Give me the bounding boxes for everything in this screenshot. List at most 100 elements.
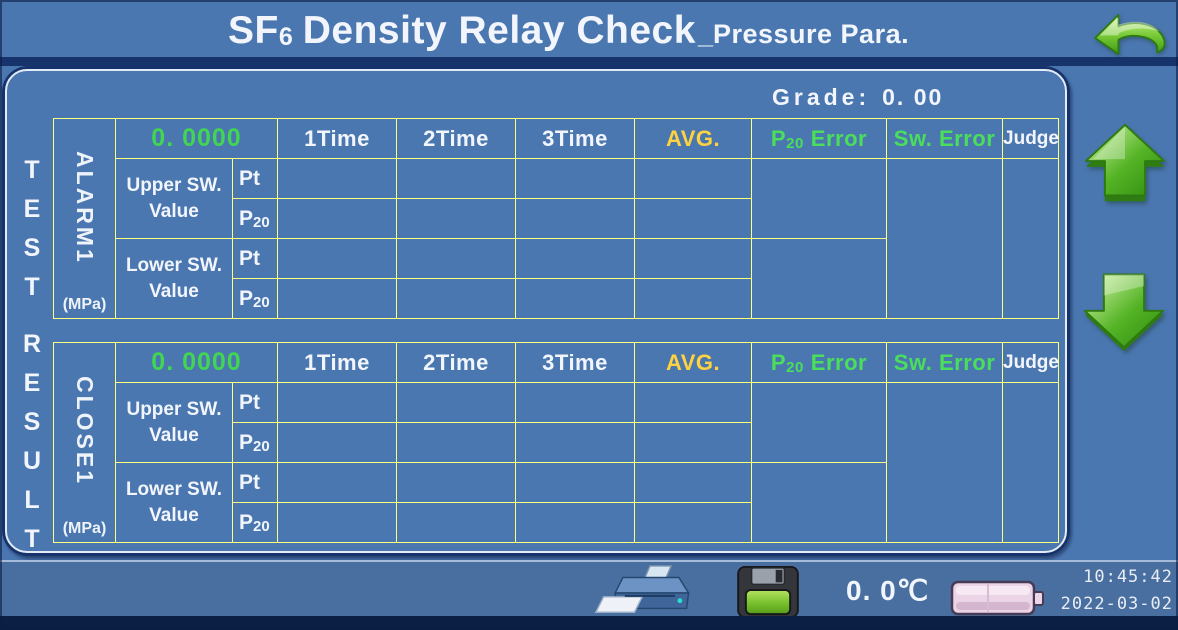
channel-name: ALARM1 xyxy=(72,150,98,265)
date-text: 2022-03-02 xyxy=(1060,594,1173,614)
result-cell xyxy=(515,278,636,319)
printer-icon[interactable] xyxy=(592,564,704,620)
temperature-readout: 0. 0℃ xyxy=(846,575,930,606)
result-cell xyxy=(515,502,636,543)
table-row: ALARM1 (MPa) 0. 0000 1Time 2Time 3Time A… xyxy=(53,118,1060,319)
save-icon[interactable] xyxy=(736,566,800,618)
p20-base: P xyxy=(770,349,787,375)
channel-cell-inner: CLOSE1 (MPa) xyxy=(54,344,115,542)
channel-cell: ALARM1 (MPa) xyxy=(53,118,116,319)
col-header-2time: 2Time xyxy=(396,342,517,383)
p20-base: P xyxy=(239,430,254,454)
result-cell-sw-error xyxy=(886,158,1004,319)
result-cell xyxy=(396,158,517,199)
row-label-p20: P20 xyxy=(231,198,279,239)
p20-sub: 20 xyxy=(253,517,270,535)
p20-base: P xyxy=(239,510,254,534)
grade-value: 0. 00 xyxy=(882,84,944,110)
col-header-judge: Judge xyxy=(1002,342,1060,383)
table-row: Lower SW. Value Pt xyxy=(54,462,1059,543)
channel-unit: (MPa) xyxy=(62,295,107,313)
side-label-result: RESULT xyxy=(18,330,46,564)
title-separator: _ xyxy=(697,19,713,49)
battery-icon xyxy=(950,580,1044,616)
row-label-pt: Pt xyxy=(231,238,279,279)
result-cell-sw-error xyxy=(886,382,1004,543)
channel-cell: CLOSE1 (MPa) xyxy=(53,342,116,543)
result-cell xyxy=(396,502,517,543)
result-cell xyxy=(396,278,517,319)
p20-error-word: Error xyxy=(810,125,868,151)
row-label-pt: Pt xyxy=(231,158,279,199)
down-arrow-icon[interactable] xyxy=(1080,262,1168,352)
result-cell xyxy=(396,462,517,503)
title-page-name: Pressure Para. xyxy=(712,19,910,49)
result-cell xyxy=(277,158,398,199)
col-header-avg: AVG. xyxy=(634,118,753,159)
table-row: P20 xyxy=(54,422,1059,463)
result-cell-p20-error xyxy=(751,158,888,239)
channel-unit: (MPa) xyxy=(62,519,107,537)
result-cell-judge xyxy=(1002,158,1060,319)
row-label-upper-sw: Upper SW. Value xyxy=(115,382,233,463)
result-cell xyxy=(634,198,753,239)
row-label-lower-sw: Lower SW. Value xyxy=(115,238,233,319)
result-cell xyxy=(277,422,398,463)
row-label-pt: Pt xyxy=(231,382,279,423)
row-label-pt: Pt xyxy=(231,462,279,503)
row-label-p20: P20 xyxy=(231,502,279,543)
result-cell xyxy=(634,238,753,279)
p20-base: P xyxy=(239,206,254,230)
p20-error-word: Error xyxy=(810,349,868,375)
table-row: P20 xyxy=(54,502,1059,543)
p20-sub: 20 xyxy=(253,213,270,231)
result-cell xyxy=(515,198,636,239)
result-cell xyxy=(515,422,636,463)
table-row: Upper SW. Value Pt xyxy=(54,382,1060,543)
back-arrow-icon[interactable] xyxy=(1090,5,1170,55)
row-label-upper-sw: Upper SW. Value xyxy=(115,158,233,239)
result-cell xyxy=(634,462,753,503)
p20-sub: 20 xyxy=(253,293,270,311)
title-separator-band xyxy=(0,57,1178,66)
p20-sub: 20 xyxy=(786,358,804,376)
result-cell xyxy=(277,502,398,543)
result-cell-p20-error xyxy=(751,382,888,463)
col-header-3time: 3Time xyxy=(515,118,636,159)
p20-base: P xyxy=(239,286,254,310)
side-label-test: TEST xyxy=(18,156,46,312)
up-arrow-icon[interactable] xyxy=(1082,120,1168,206)
result-cell xyxy=(277,238,398,279)
result-cell xyxy=(634,158,753,199)
result-cell-p20-error xyxy=(751,462,888,543)
bottom-border-strip xyxy=(0,616,1178,630)
result-cell-judge xyxy=(1002,382,1060,543)
time-text: 10:45:42 xyxy=(1083,567,1173,587)
title-subscript-6: 6 xyxy=(278,23,293,51)
range-value: 0. 0000 xyxy=(114,342,279,383)
result-cell xyxy=(634,382,753,423)
result-cell xyxy=(396,198,517,239)
col-header-sw-error: Sw. Error xyxy=(886,118,1004,159)
result-cell xyxy=(277,198,398,239)
col-header-1time: 1Time xyxy=(277,342,398,383)
table-row: Upper SW. Value Pt xyxy=(54,158,1060,319)
col-header-judge: Judge xyxy=(1002,118,1060,159)
result-cell xyxy=(634,502,753,543)
grade-readout: Grade: 0. 00 xyxy=(772,84,943,111)
col-header-avg: AVG. xyxy=(634,342,753,383)
col-header-3time: 3Time xyxy=(515,342,636,383)
table-row: P20 xyxy=(54,278,1059,319)
result-cell xyxy=(515,462,636,503)
col-header-p20-error: P20 Error xyxy=(751,118,888,159)
row-label-p20: P20 xyxy=(231,422,279,463)
result-cell xyxy=(396,238,517,279)
page-title: SF 6 Density Relay Check _ Pressure Para… xyxy=(228,0,909,57)
range-value: 0. 0000 xyxy=(114,118,279,159)
result-cell-p20-error xyxy=(751,238,888,319)
channel-name: CLOSE1 xyxy=(72,376,98,487)
close1-result-table: CLOSE1 (MPa) 0. 0000 1Time 2Time 3Time A… xyxy=(53,342,1060,543)
col-header-2time: 2Time xyxy=(396,118,517,159)
title-bar: SF 6 Density Relay Check _ Pressure Para… xyxy=(0,0,1178,57)
result-cell xyxy=(396,422,517,463)
